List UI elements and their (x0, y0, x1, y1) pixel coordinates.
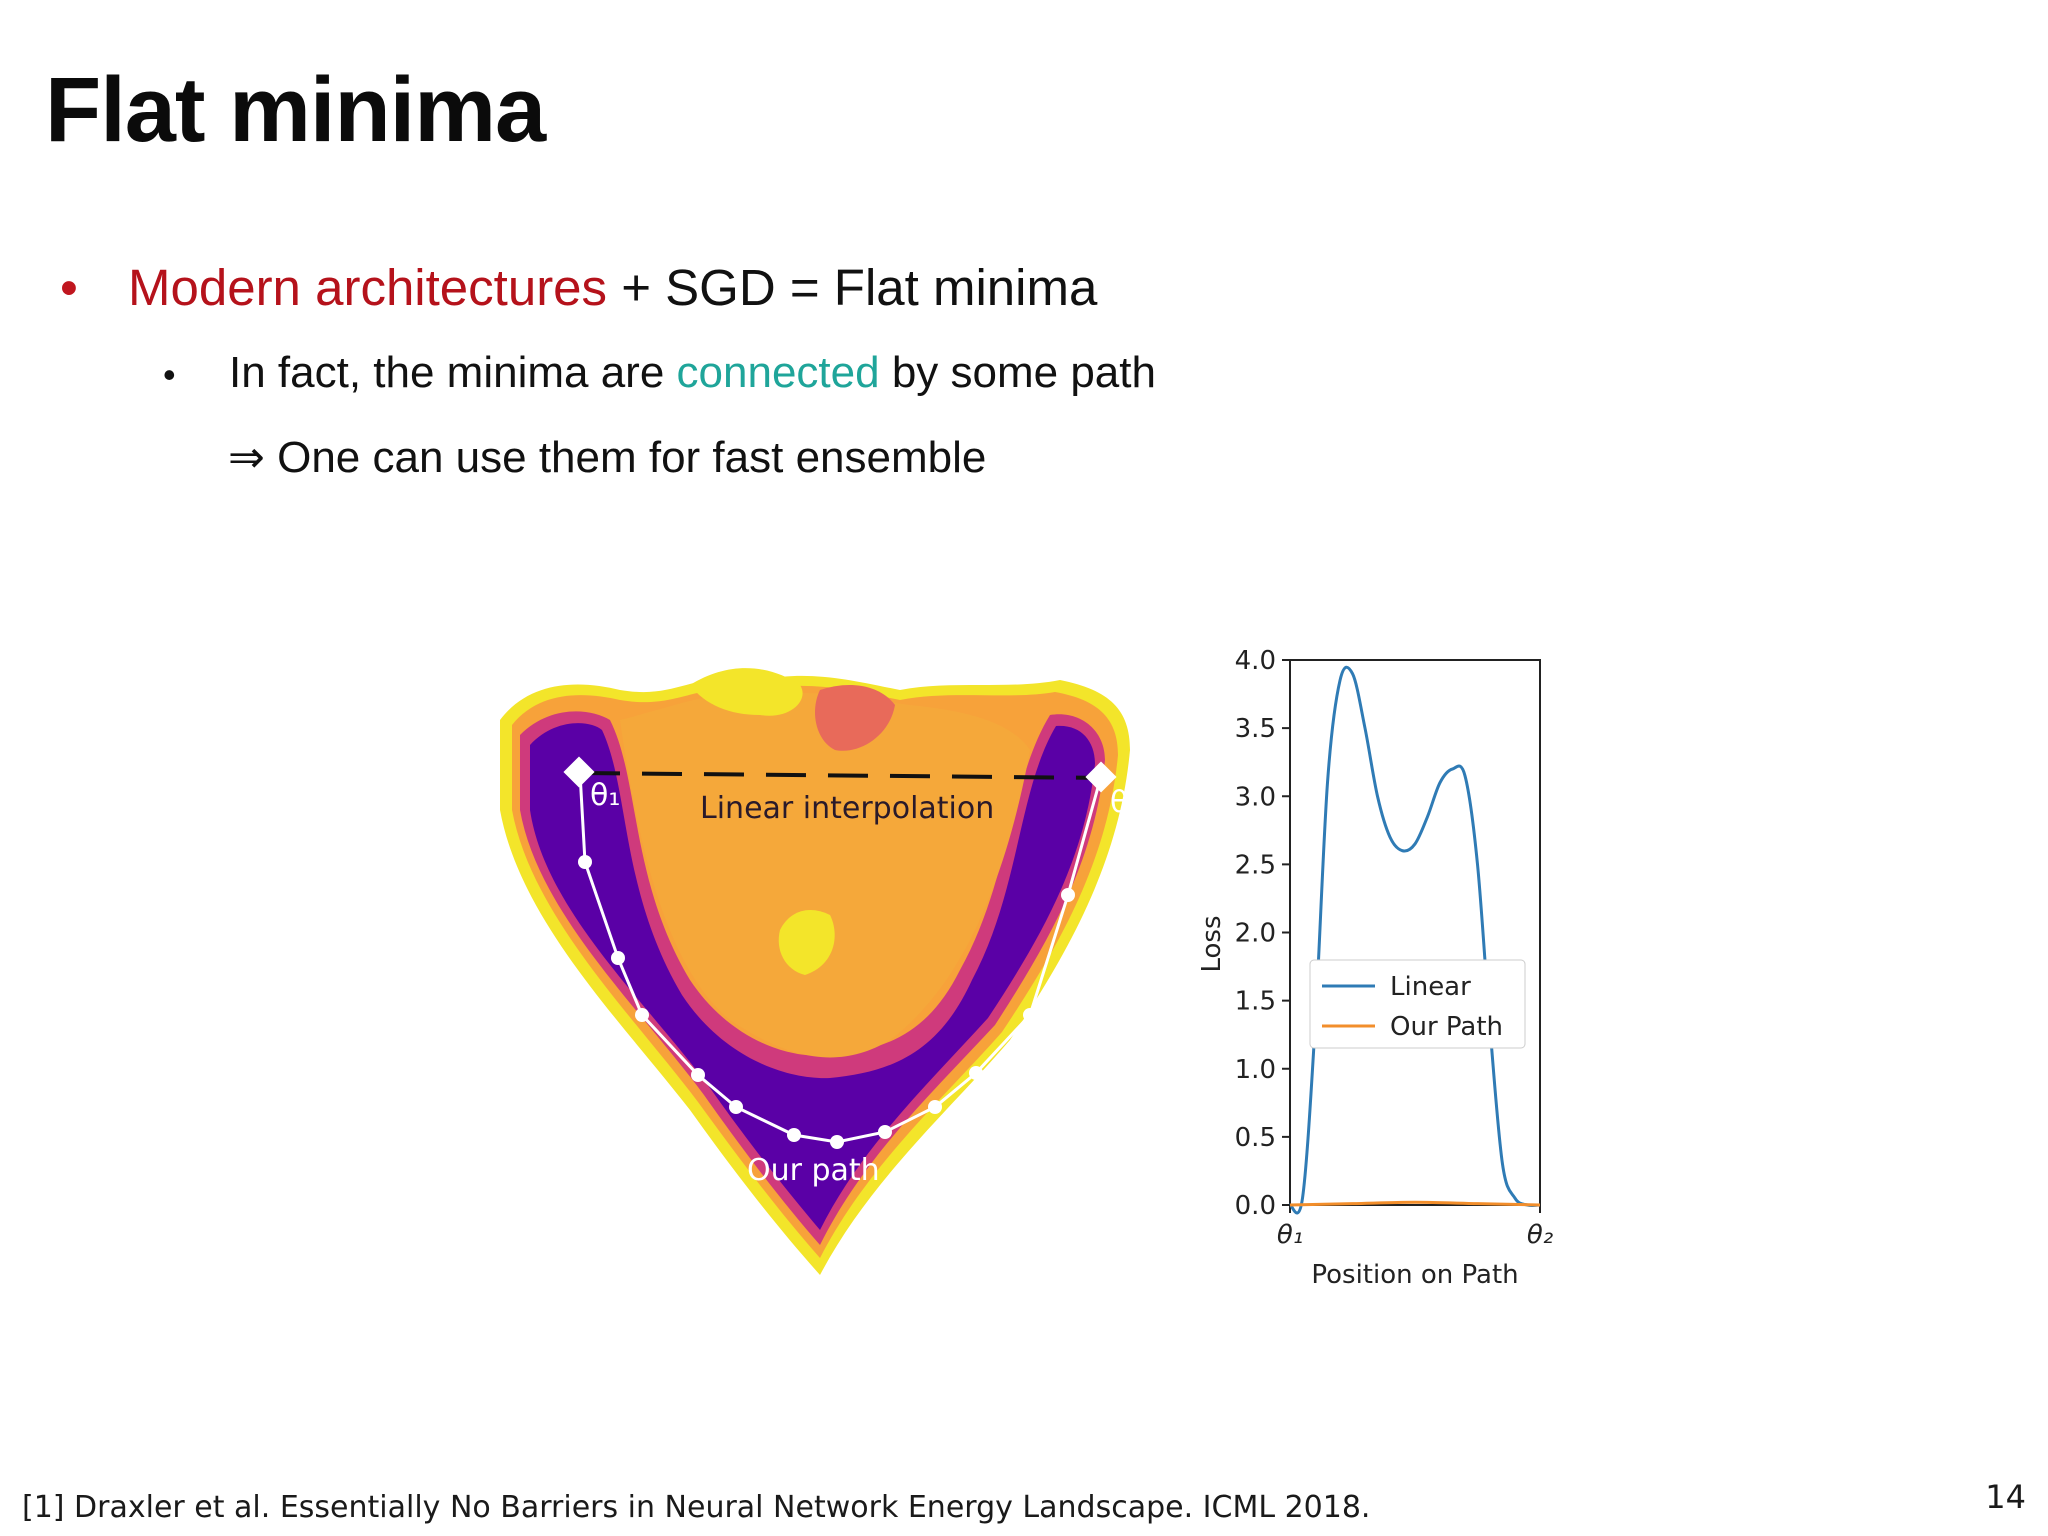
landscape-peak-yellow-low (778, 910, 835, 975)
highlight-connected: connected (676, 348, 880, 397)
series-line-our-path (1289, 1200, 1541, 1207)
bullet1-rest: + SGD = Flat minima (607, 259, 1098, 316)
implication-text: ⇒ One can use them for fast ensemble (228, 433, 987, 482)
loss-chart: 0.0 0.5 1.0 1.5 2.0 2.5 3.0 3.5 4.0 θ₁ θ₂ Linear O… (1180, 640, 1580, 1300)
plot-frame (1289, 659, 1541, 1206)
legend-label: Our Path (1390, 1012, 1503, 1042)
y-tick-label: 2.0 (1235, 919, 1276, 949)
y-axis-ticks: 0.0 0.5 1.0 1.5 2.0 2.5 3.0 3.5 4.0 (1235, 646, 1290, 1221)
our-path-label: Our path (747, 1153, 880, 1188)
linear-interpolation-line (579, 771, 1111, 780)
legend-label: Linear (1390, 972, 1471, 1002)
x-axis-label: Position on Path (1311, 1260, 1518, 1290)
page-number: 14 (1985, 1478, 2026, 1516)
legend: Linear Our Path (1309, 959, 1526, 1049)
y-tick-label: 2.5 (1235, 850, 1276, 880)
y-tick-label: 3.5 (1235, 714, 1276, 744)
landscape-hill (620, 692, 1030, 1058)
bullet2-before: In fact, the minima are (229, 348, 677, 397)
y-axis-label: Loss (1197, 915, 1227, 972)
bullet2-after: by some path (879, 348, 1156, 397)
bullet-level1: • Modern architectures + SGD = Flat mini… (60, 258, 1097, 317)
bullet-marker: • (163, 354, 176, 395)
y-tick-label: 1.5 (1235, 987, 1276, 1017)
y-tick-label: 0.5 (1235, 1123, 1276, 1153)
slide-title: Flat minima (45, 59, 546, 161)
our-path-line (578, 772, 1102, 1144)
x-tick-label: θ₂ (1527, 1220, 1553, 1250)
bullet-level3: ⇒ One can use them for fast ensemble (228, 432, 986, 483)
y-tick-label: 1.0 (1235, 1055, 1276, 1085)
theta2-label: θ₂ (1110, 785, 1140, 820)
loss-chart-svg: 0.0 0.5 1.0 1.5 2.0 2.5 3.0 3.5 4.0 θ₁ θ₂ Linear O… (1197, 646, 1553, 1290)
x-tick-label: θ₁ (1277, 1220, 1303, 1250)
bullet-marker: • (60, 259, 78, 316)
theta1-label: θ₁ (590, 778, 620, 813)
footnote-citation: [1] Draxler et al. Essentially No Barrie… (22, 1490, 1371, 1525)
series-line-linear (1288, 665, 1541, 1215)
landscape-peak-yellow (690, 668, 803, 716)
linear-interpolation-label: Linear interpolation (700, 791, 994, 826)
y-tick-label: 4.0 (1235, 646, 1276, 676)
y-tick-label: 0.0 (1235, 1191, 1276, 1221)
highlight-modern-architectures: Modern architectures (128, 259, 608, 316)
y-tick-label: 3.0 (1235, 782, 1276, 812)
landscape-peak-red (815, 685, 895, 751)
series-group (1288, 665, 1541, 1215)
bullet-level2: • In fact, the minima are connected by s… (163, 348, 1156, 398)
loss-landscape-svg: θ₁ θ₂ Linear interpolation Our path (500, 668, 1140, 1275)
our-path-points (578, 855, 1075, 1149)
loss-landscape-figure: θ₁ θ₂ Linear interpolation Our path (490, 660, 1210, 1280)
x-axis-ticks: θ₁ θ₂ (1277, 1205, 1553, 1250)
